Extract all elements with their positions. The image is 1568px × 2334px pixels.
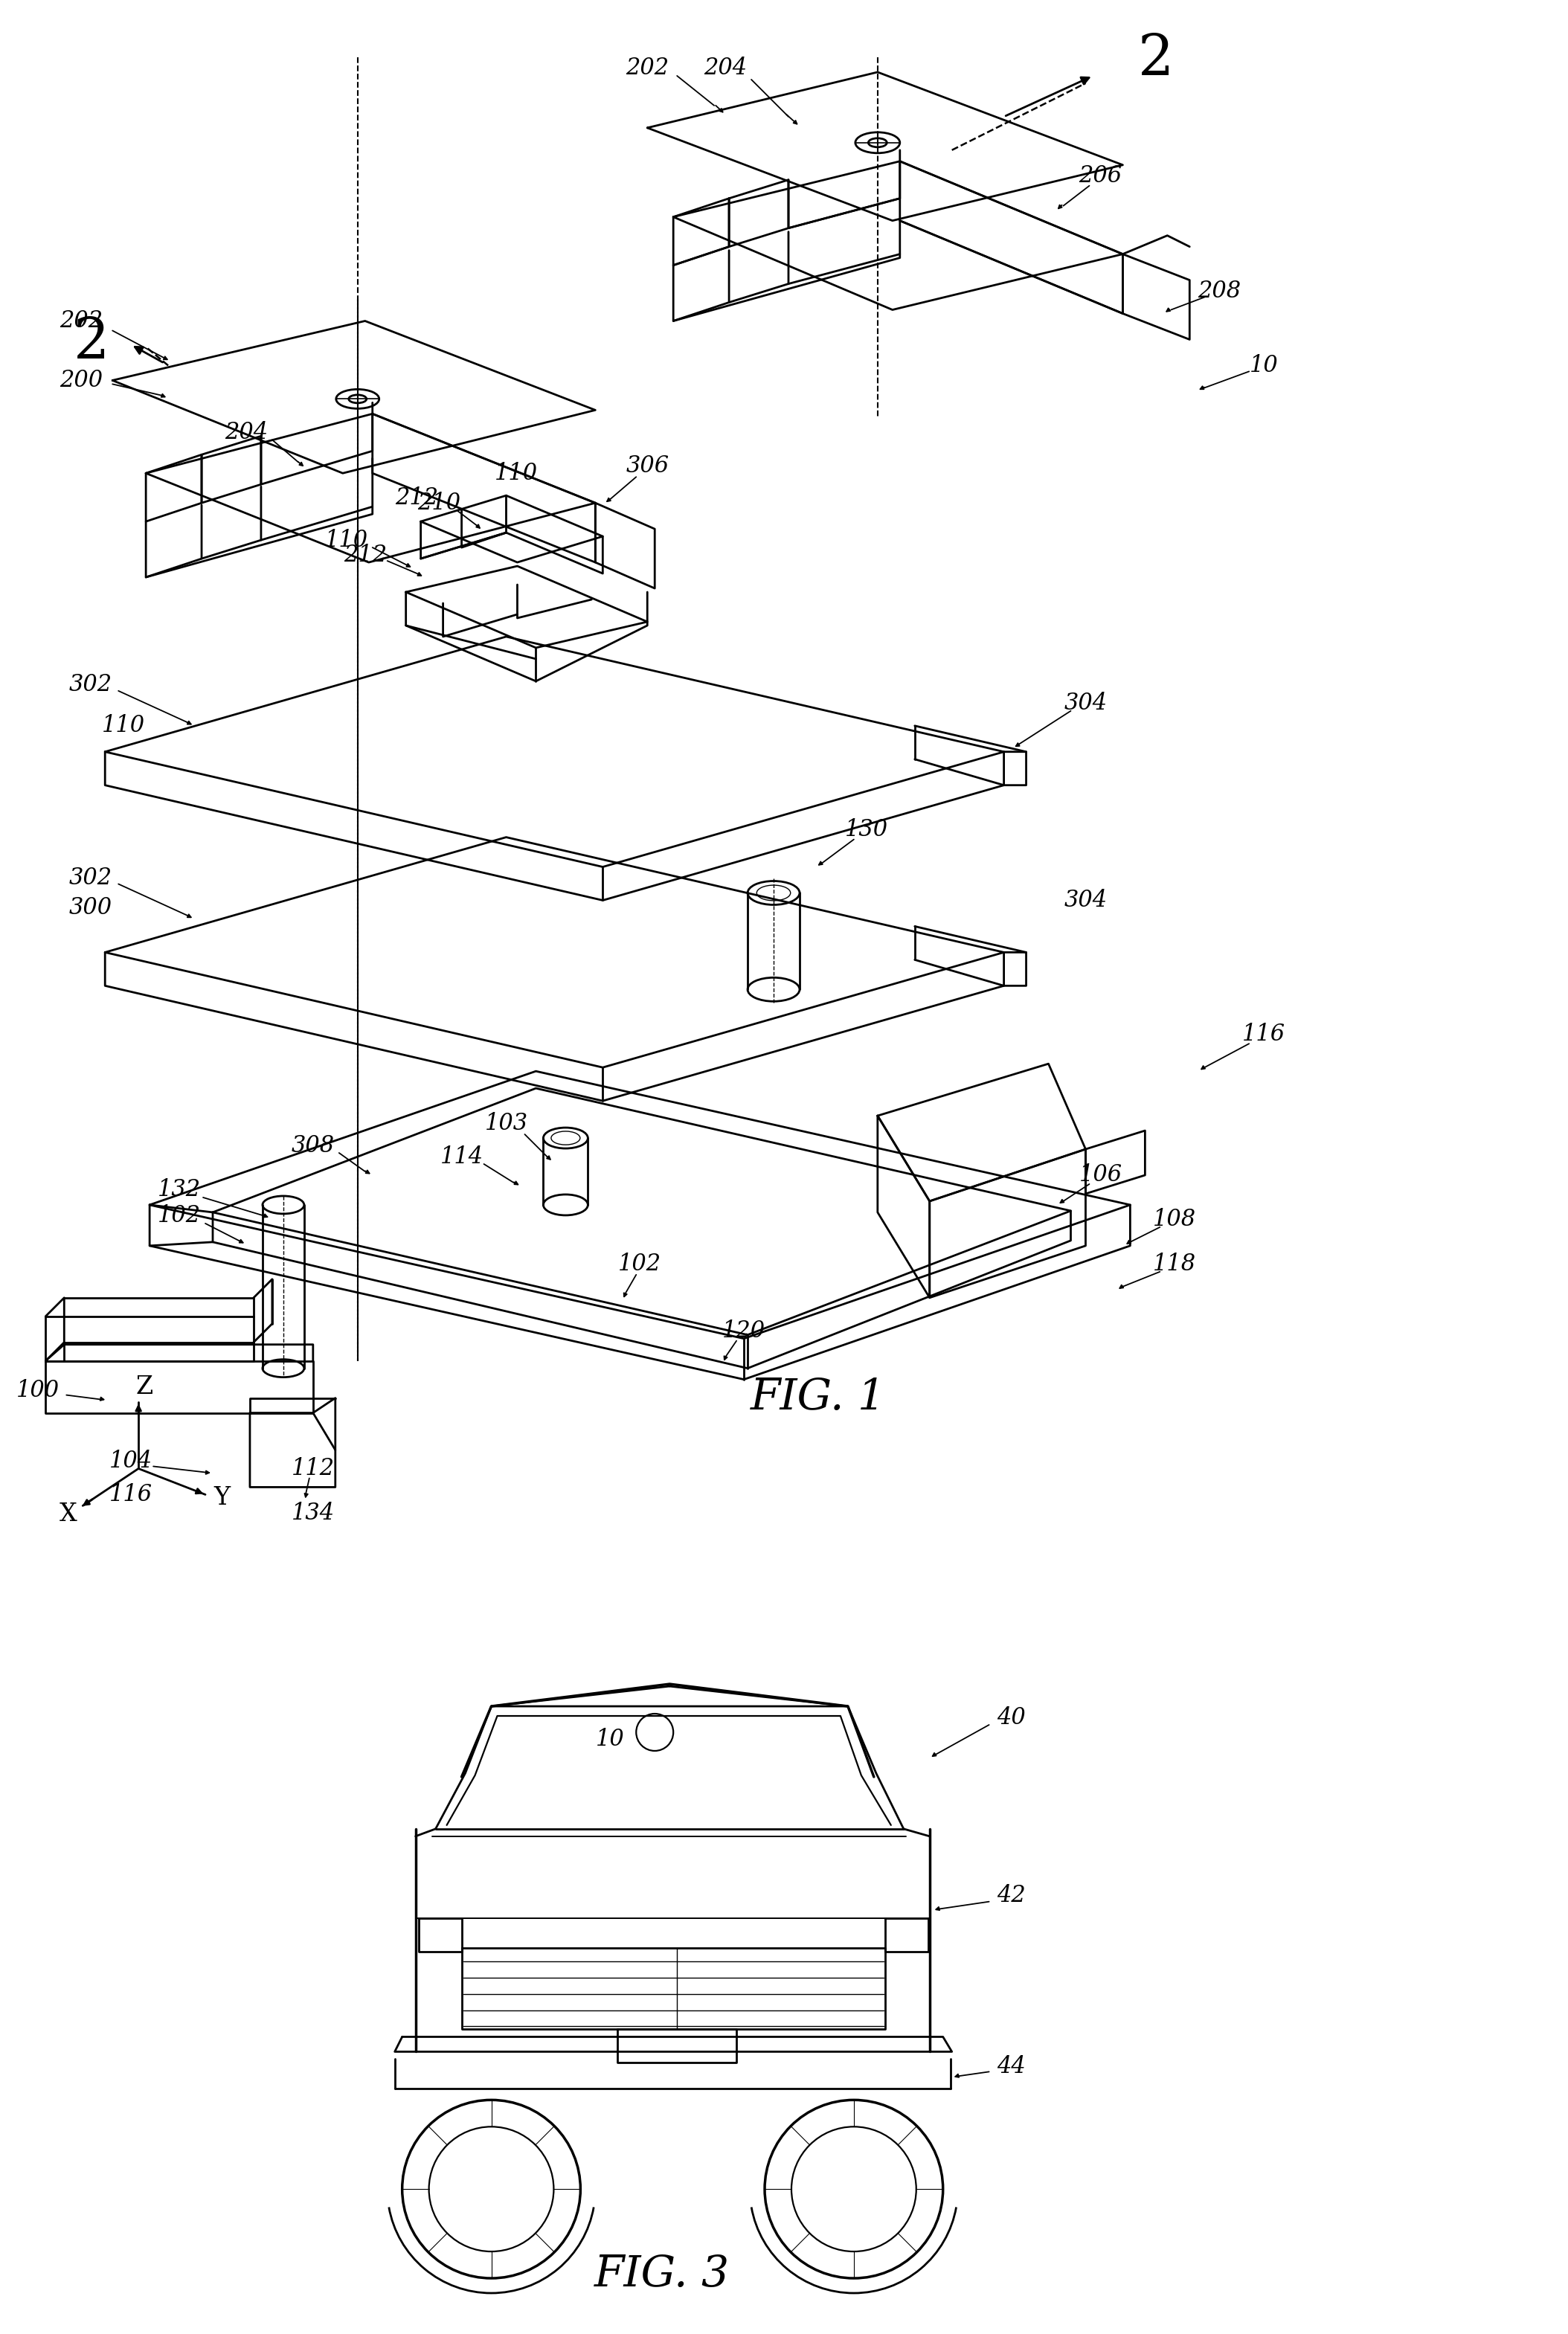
Text: FIG. 1: FIG. 1 [751, 1377, 886, 1419]
Text: 202: 202 [60, 310, 103, 331]
Text: 110: 110 [325, 527, 368, 551]
Text: FIG. 3: FIG. 3 [594, 2255, 731, 2297]
Text: 118: 118 [1152, 1253, 1196, 1277]
Text: 202: 202 [626, 56, 670, 79]
Text: 44: 44 [997, 2054, 1025, 2077]
Text: 10: 10 [1250, 355, 1278, 378]
Text: 302: 302 [69, 866, 111, 889]
Text: 204: 204 [224, 420, 268, 443]
Text: 132: 132 [158, 1179, 201, 1202]
Text: 212: 212 [395, 485, 439, 509]
Text: 116: 116 [1242, 1022, 1286, 1046]
Text: X: X [60, 1503, 77, 1526]
Text: 212: 212 [343, 544, 387, 567]
Text: 302: 302 [69, 675, 111, 696]
Text: 110: 110 [494, 462, 538, 485]
Text: 130: 130 [845, 819, 887, 840]
Text: 103: 103 [485, 1111, 528, 1134]
Text: 120: 120 [723, 1319, 765, 1342]
Text: 134: 134 [292, 1501, 334, 1524]
Text: 304: 304 [1065, 691, 1107, 714]
Text: 210: 210 [417, 492, 461, 513]
Text: 2: 2 [1138, 33, 1174, 86]
Text: 108: 108 [1152, 1209, 1196, 1232]
Text: 304: 304 [1065, 889, 1107, 913]
Text: 104: 104 [110, 1449, 152, 1473]
Text: 306: 306 [626, 455, 670, 478]
Text: 112: 112 [292, 1456, 334, 1480]
Text: 102: 102 [158, 1204, 201, 1228]
Text: 200: 200 [60, 369, 103, 392]
Text: 40: 40 [997, 1706, 1025, 1729]
Text: 42: 42 [997, 1884, 1025, 1907]
Text: 110: 110 [102, 714, 146, 738]
Text: 102: 102 [618, 1253, 662, 1277]
Text: 100: 100 [17, 1379, 60, 1403]
Text: 116: 116 [110, 1482, 152, 1505]
Text: 10: 10 [596, 1727, 624, 1751]
Text: 208: 208 [1198, 280, 1240, 303]
Text: 204: 204 [704, 56, 746, 79]
Text: 106: 106 [1079, 1165, 1123, 1186]
Text: 308: 308 [292, 1134, 334, 1158]
Text: Z: Z [136, 1375, 154, 1398]
Text: 2: 2 [74, 315, 110, 371]
Text: 114: 114 [441, 1146, 483, 1167]
Text: 206: 206 [1079, 166, 1123, 187]
Text: Y: Y [213, 1487, 230, 1510]
Text: 300: 300 [69, 896, 111, 920]
